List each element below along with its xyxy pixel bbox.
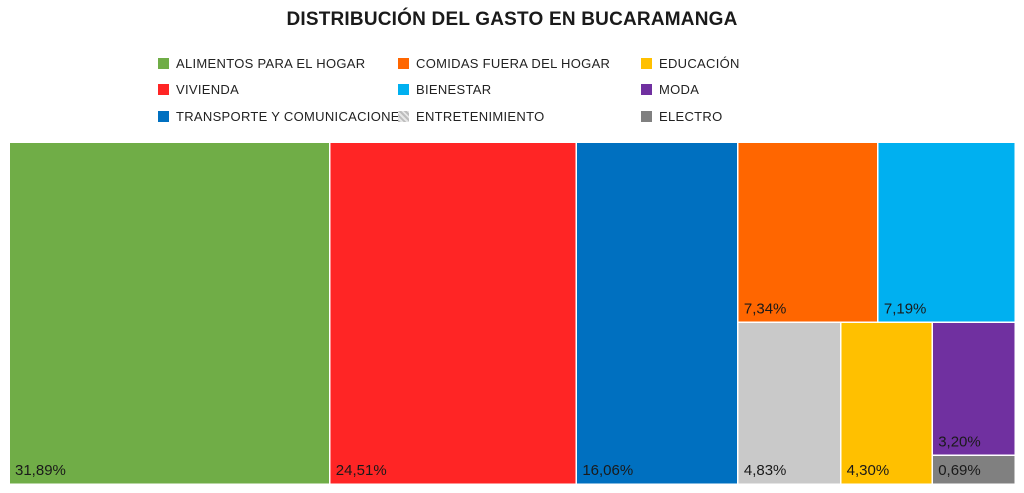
- tile-value-label: 4,30%: [847, 462, 890, 479]
- tile-value-label: 7,19%: [884, 300, 927, 317]
- legend-item: TRANSPORTE Y COMUNICACIONES: [158, 109, 409, 124]
- tile-value-label: 3,20%: [938, 433, 981, 450]
- tile-value-label: 24,51%: [336, 462, 387, 479]
- legend-swatch: [641, 84, 652, 95]
- treemap-tile: [931, 454, 1016, 485]
- legend-swatch: [398, 58, 409, 69]
- treemap-tile: [575, 141, 739, 485]
- tile-value-label: 0,69%: [938, 462, 981, 479]
- treemap-tile: [329, 141, 578, 485]
- legend-label: EDUCACIÓN: [659, 56, 740, 71]
- legend-label: MODA: [659, 82, 700, 97]
- legend-item: ENTRETENIMIENTO: [398, 109, 545, 124]
- treemap-tile: [737, 321, 842, 485]
- tile-value-label: 7,34%: [744, 300, 787, 317]
- treemap-tile: [8, 141, 331, 485]
- legend-swatch: [158, 58, 169, 69]
- legend-item: EDUCACIÓN: [641, 56, 740, 71]
- tile-value-label: 16,06%: [582, 462, 633, 479]
- treemap-tile: [931, 321, 1016, 457]
- legend-swatch: [158, 84, 169, 95]
- legend-swatch: [158, 111, 169, 122]
- legend-label: ENTRETENIMIENTO: [416, 109, 545, 124]
- legend-item: COMIDAS FUERA DEL HOGAR: [398, 56, 610, 71]
- treemap-tile: [877, 141, 1016, 324]
- legend-item: ELECTRO: [641, 109, 723, 124]
- legend-label: TRANSPORTE Y COMUNICACIONES: [176, 109, 409, 124]
- legend-swatch: [641, 111, 652, 122]
- legend-swatch: [641, 58, 652, 69]
- legend-item: MODA: [641, 82, 699, 97]
- treemap-tile: [839, 321, 933, 485]
- legend-swatch: [398, 84, 409, 95]
- legend-label: BIENESTAR: [416, 82, 492, 97]
- legend-label: ALIMENTOS PARA EL HOGAR: [176, 56, 366, 71]
- legend-label: COMIDAS FUERA DEL HOGAR: [416, 56, 611, 71]
- tile-value-label: 4,83%: [744, 462, 787, 479]
- chart-title: DISTRIBUCIÓN DEL GASTO EN BUCARAMANGA: [286, 9, 738, 30]
- legend-item: VIVIENDA: [158, 82, 239, 97]
- treemap-tile: [737, 141, 879, 324]
- legend-label: ELECTRO: [659, 109, 723, 124]
- legend-swatch: [398, 111, 409, 122]
- tile-value-label: 31,89%: [15, 462, 66, 479]
- legend-item: BIENESTAR: [398, 82, 491, 97]
- legend-label: VIVIENDA: [176, 82, 240, 97]
- legend-item: ALIMENTOS PARA EL HOGAR: [158, 56, 365, 71]
